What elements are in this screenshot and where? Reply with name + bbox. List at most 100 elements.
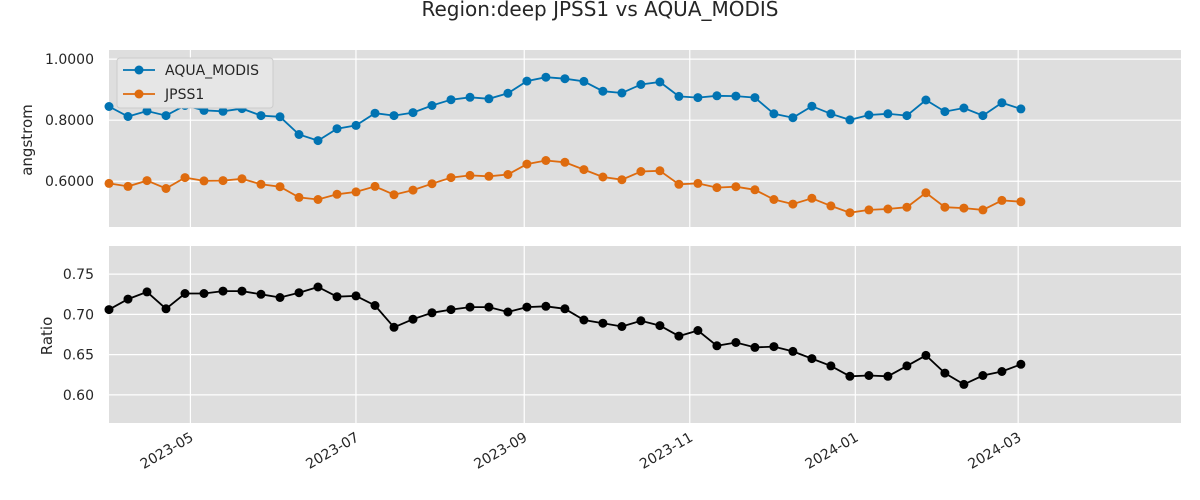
ratio-series — [104, 282, 1026, 389]
jpss1-point — [541, 156, 551, 165]
jpss1-point — [294, 192, 304, 202]
jpss1-point — [313, 195, 323, 204]
angstrom-y-axis-label: angstrom — [18, 104, 36, 176]
jpss1-point — [256, 179, 266, 189]
aqua-modis-point — [142, 106, 152, 116]
ratio-point — [864, 371, 874, 380]
jpss1-point — [275, 182, 285, 192]
ratio-point — [921, 350, 931, 360]
jpss1-point — [959, 203, 969, 213]
aqua-modis-point — [218, 106, 228, 116]
aqua-modis-point — [503, 88, 513, 98]
ratio-point — [218, 286, 228, 296]
jpss1-point — [693, 178, 703, 188]
angstrom-y-tick-label: 0.6000 — [45, 174, 94, 190]
aqua-modis-point — [864, 110, 874, 120]
aqua-modis-point — [921, 95, 931, 105]
ratio-point — [123, 294, 133, 304]
ratio-point — [522, 302, 532, 312]
jpss1-point — [636, 167, 646, 176]
jpss1-point — [351, 187, 361, 197]
aqua-modis-point — [655, 77, 665, 87]
ratio-y-ticks: 0.60 0.65 0.70 0.75 — [63, 267, 94, 404]
jpss1-point — [427, 179, 437, 189]
jpss1-point — [408, 185, 418, 195]
jpss1-point — [731, 182, 741, 192]
aqua-modis-point — [313, 136, 323, 146]
jpss1-point — [161, 184, 171, 193]
aqua-modis-point — [826, 109, 836, 119]
aqua-modis-point — [484, 94, 494, 104]
ratio-point — [845, 371, 855, 381]
ratio-point — [788, 346, 798, 356]
aqua-modis-point — [807, 101, 817, 111]
aqua-modis-point — [617, 88, 627, 98]
ratio-point — [1016, 359, 1026, 369]
ratio-point — [750, 342, 760, 352]
aqua-modis-point — [123, 112, 133, 121]
aqua-modis-point — [332, 124, 342, 134]
aqua-modis-point — [598, 86, 608, 96]
ratio-point — [883, 371, 893, 381]
ratio-point — [389, 322, 399, 332]
aqua-modis-point — [370, 108, 380, 118]
jpss1-point — [104, 178, 114, 188]
jpss1-point — [864, 205, 874, 215]
ratio-point — [370, 301, 380, 310]
jpss1-point — [883, 204, 893, 214]
ratio-point — [427, 308, 437, 318]
jpss1-point — [617, 175, 627, 185]
aqua-modis-point — [294, 130, 304, 139]
jpss1-point — [180, 173, 190, 183]
ratio-point — [560, 304, 570, 314]
ratio-point — [655, 321, 665, 331]
ratio-point — [693, 326, 703, 335]
angstrom-y-tick-label: 1.0000 — [45, 52, 94, 68]
jpss1-point — [389, 190, 399, 200]
ratio-plot-area — [109, 246, 1181, 423]
aqua-modis-point — [693, 93, 703, 103]
ratio-point — [465, 302, 475, 312]
aqua-modis-point — [750, 93, 760, 103]
ratio-point — [940, 368, 950, 378]
jpss1-point — [674, 179, 684, 189]
jpss1-point — [978, 205, 988, 215]
aqua-modis-point — [845, 115, 855, 125]
jpss1-point — [826, 201, 836, 211]
angstrom-panel: 0.6000 0.8000 1.0000 angstrom AQUA_MODIS J… — [18, 50, 1181, 227]
jpss1-point — [332, 189, 342, 199]
legend: AQUA_MODIS JPSS1 — [116, 57, 274, 109]
jpss1-point — [503, 170, 513, 179]
x-axis-ticks: 2023-05 2023-07 2023-09 2023-11 2024-01 2024-… — [138, 430, 1024, 473]
ratio-point — [446, 305, 456, 315]
aqua-modis-point — [389, 111, 399, 121]
ratio-point — [351, 291, 361, 301]
jpss1-point — [921, 188, 931, 198]
aqua-modis-point — [959, 103, 969, 113]
jpss1-point — [484, 171, 494, 181]
ratio-point — [997, 367, 1007, 376]
aqua-modis-point — [1016, 104, 1026, 114]
ratio-point — [807, 354, 817, 364]
ratio-panel: 0.60 0.65 0.70 0.75 Ratio — [38, 246, 1181, 423]
x-tick-label: 2023-09 — [472, 430, 531, 473]
aqua-modis-point — [104, 102, 114, 111]
aqua-modis-point — [446, 95, 456, 105]
aqua-modis-point — [579, 76, 589, 86]
x-tick-label: 2024-01 — [803, 430, 862, 473]
legend-marker-aqua-modis — [134, 65, 144, 75]
ratio-point — [503, 307, 513, 317]
jpss1-point — [940, 202, 950, 212]
jpss1-point — [522, 159, 532, 169]
ratio-point — [180, 289, 190, 298]
ratio-point — [636, 316, 646, 326]
aqua-modis-point — [636, 80, 646, 89]
aqua-modis-point — [769, 109, 779, 119]
chart-title: Region:deep JPSS1 vs AQUA_MODIS — [422, 0, 779, 21]
aqua-modis-point — [560, 74, 570, 84]
aqua-modis-point — [256, 111, 266, 121]
jpss1-point — [712, 183, 722, 193]
x-tick-label: 2023-11 — [637, 430, 696, 473]
aqua-modis-point — [978, 111, 988, 121]
legend-label-aqua-modis: AQUA_MODIS — [165, 63, 259, 79]
